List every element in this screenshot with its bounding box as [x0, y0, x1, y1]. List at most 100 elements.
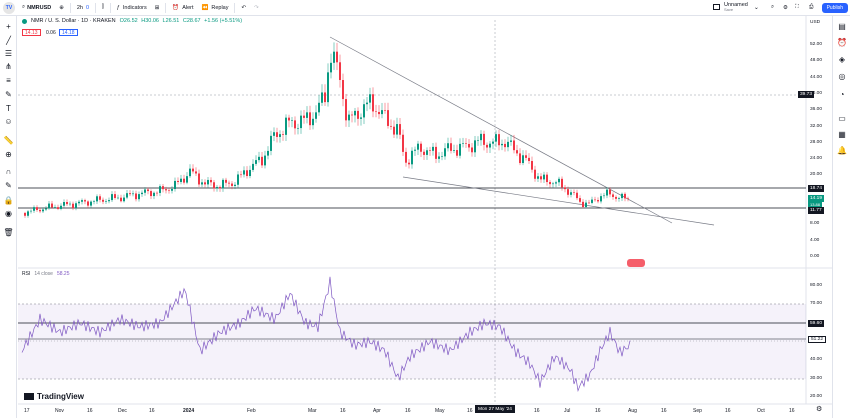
watchlist-icon[interactable]: ▤: [838, 22, 846, 31]
candle-body: [105, 201, 107, 202]
redo-button[interactable]: ↷: [250, 0, 263, 16]
replay-button[interactable]: ⏪ Replay: [201, 4, 229, 11]
candle-body: [72, 203, 74, 209]
text-icon[interactable]: T: [6, 103, 11, 113]
candle-body: [621, 193, 623, 199]
layout-menu[interactable]: Unnamed Save ⌄: [713, 2, 759, 12]
candle-body: [240, 174, 242, 176]
candle-body: [135, 193, 137, 200]
eye-icon[interactable]: ◉: [5, 208, 12, 218]
time-label: Jul: [564, 408, 571, 414]
compare-button[interactable]: ⊕: [55, 0, 68, 16]
horizontal-lines-icon[interactable]: ☰: [4, 48, 13, 58]
price-badge-resistance: 18.74: [808, 185, 825, 192]
layers-icon[interactable]: ◈: [838, 55, 846, 64]
trash-icon[interactable]: 🗑: [3, 227, 14, 237]
ruler-icon[interactable]: 📏: [3, 135, 14, 145]
magnet-icon[interactable]: ∩: [5, 166, 12, 176]
candle-body: [618, 198, 620, 199]
rsi-legend[interactable]: RSI 14 close 58.25: [22, 271, 70, 277]
goto-date-icon[interactable]: ⚙: [816, 406, 823, 413]
candle-body: [594, 199, 596, 201]
candle-body: [153, 192, 155, 197]
candle-body: [141, 192, 143, 195]
search-button[interactable]: ⌕: [767, 0, 778, 16]
sell-price-box[interactable]: 14.13: [22, 29, 41, 36]
interval-button[interactable]: 2h 0: [76, 4, 90, 11]
screenshot-button[interactable]: ⎙: [805, 0, 817, 16]
time-label: 2024: [183, 408, 195, 414]
wedge-upper-trendline[interactable]: [329, 36, 673, 224]
candle-body: [228, 182, 230, 184]
candle-body: [294, 120, 296, 129]
candle-body: [480, 133, 482, 141]
candle-body: [432, 146, 434, 151]
candle-body: [597, 200, 599, 202]
layout-icon: [713, 4, 720, 11]
publish-button[interactable]: Publish: [821, 3, 848, 13]
candle-body: [114, 194, 116, 198]
time-label: 16: [725, 408, 731, 414]
candle-body: [570, 192, 572, 195]
time-label: 16: [789, 408, 795, 414]
candle-body: [504, 143, 506, 148]
separator: [69, 2, 71, 13]
zoom-icon[interactable]: ⊕: [5, 149, 12, 159]
indicators-button[interactable]: ƒ Indicators: [116, 4, 147, 11]
time-axis[interactable]: 17Nov16Dec162024FebMar16Apr16May16Jun16J…: [18, 404, 806, 418]
alert-button[interactable]: ⏰ Alert: [172, 4, 194, 11]
lock-icon[interactable]: 🔒: [3, 195, 14, 205]
fullscreen-button[interactable]: ⛶: [791, 0, 803, 16]
candle-body: [144, 189, 146, 193]
candle-body: [390, 125, 392, 127]
hotlist-icon[interactable]: ◎: [838, 72, 846, 81]
time-label: 16: [595, 408, 601, 414]
events-marker[interactable]: [627, 259, 645, 267]
brush-icon[interactable]: ✎: [5, 89, 12, 99]
candle-body: [147, 189, 149, 192]
candle-body: [624, 193, 626, 199]
candle-body: [291, 120, 293, 121]
candle-body: [138, 194, 140, 200]
calendar-icon[interactable]: ▦: [838, 130, 846, 139]
candles-style-button[interactable]: ⫿: [98, 0, 108, 16]
candle-body: [615, 196, 617, 199]
user-avatar[interactable]: TV: [3, 1, 15, 14]
price-tick: 28.00: [810, 139, 823, 145]
time-label: Dec: [118, 408, 127, 414]
fullscreen-icon: ⛶: [795, 4, 799, 10]
price-chart[interactable]: [18, 16, 832, 418]
candle-body: [576, 192, 578, 199]
candle-body: [399, 124, 401, 135]
alerts-icon[interactable]: ⏰: [837, 38, 847, 47]
trend-line-icon[interactable]: ╱: [6, 35, 11, 45]
buy-price-box[interactable]: 14.18: [59, 29, 78, 36]
ideas-icon[interactable]: ▭: [838, 114, 846, 123]
candle-body: [279, 134, 281, 137]
price-axis[interactable]: USD 52.00 48.00 44.00 40.00 36.00 32.00 28.00 2…: [806, 16, 832, 268]
candle-body: [330, 62, 332, 73]
undo-button[interactable]: ↶: [237, 0, 250, 16]
candle-body: [462, 143, 464, 144]
candle-body: [588, 202, 590, 204]
candle-body: [66, 202, 68, 205]
settings-button[interactable]: ⚙: [779, 0, 792, 16]
crosshair-icon[interactable]: +: [6, 21, 11, 31]
currency-label[interactable]: USD: [810, 20, 821, 25]
symbol-search-button[interactable]: ⌕ NMRUSD: [22, 4, 52, 11]
emoji-icon[interactable]: ☺: [4, 116, 13, 126]
fib-icon[interactable]: ≡: [6, 75, 11, 85]
layouts-button[interactable]: ⊞: [151, 0, 164, 16]
tradingview-logo[interactable]: TradingView: [24, 392, 84, 401]
candle-body: [600, 196, 602, 202]
candle-body: [405, 151, 407, 163]
lock-drawing-icon[interactable]: ✎: [5, 180, 12, 190]
symbol-title[interactable]: NMR / U. S. Dollar · 1D · KRAKEN: [31, 18, 116, 24]
pitchfork-icon[interactable]: ⋔: [5, 61, 12, 71]
chat-icon[interactable]: ◔: [839, 90, 845, 99]
wedge-lower-trendline[interactable]: [402, 176, 715, 226]
market-status-dot: [22, 18, 27, 24]
notifications-icon[interactable]: 🔔: [837, 146, 847, 155]
candle-body: [315, 112, 317, 119]
time-label: Feb: [247, 408, 256, 414]
